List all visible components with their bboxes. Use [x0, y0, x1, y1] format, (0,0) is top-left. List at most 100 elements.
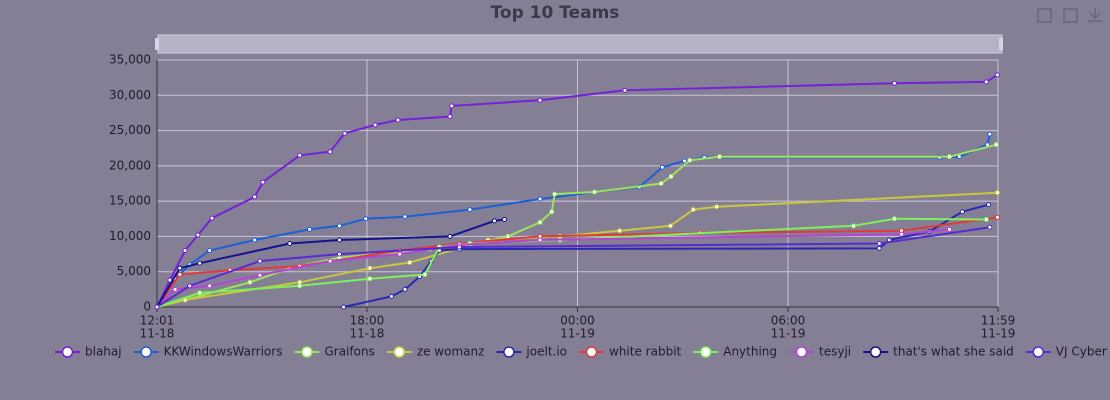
legend-item[interactable]: VJ Cyber: [1025, 345, 1107, 359]
legend-marker: [140, 346, 152, 358]
point: [591, 189, 597, 195]
legend-item[interactable]: KKWindowsWarriors: [133, 345, 283, 359]
point: [687, 157, 693, 163]
point: [899, 231, 905, 237]
point: [891, 216, 897, 222]
point: [983, 79, 989, 85]
point: [197, 290, 203, 296]
legend-label: joelt.io: [525, 345, 567, 359]
point: [994, 214, 1000, 220]
y-tick-label: 30,000: [109, 88, 151, 102]
point: [467, 207, 473, 213]
point: [946, 226, 952, 232]
point: [247, 279, 253, 285]
y-tick-label: 0: [143, 300, 151, 314]
point: [402, 286, 408, 292]
point: [537, 97, 543, 103]
legend-item[interactable]: ze womanz: [386, 345, 485, 359]
point: [851, 223, 857, 229]
x-tick-label: 00:00: [560, 314, 595, 328]
point: [422, 272, 428, 278]
series-line: [343, 203, 989, 308]
legend-marker: [1032, 346, 1045, 358]
legend-item[interactable]: blahaj: [55, 345, 122, 359]
zoom-handle[interactable]: [155, 38, 159, 50]
point: [537, 196, 543, 202]
legend-marker: [795, 346, 808, 358]
legend-item[interactable]: white rabbit: [579, 345, 682, 359]
y-tick-label: 15,000: [109, 194, 151, 208]
y-tick-label: 25,000: [109, 123, 151, 137]
point: [993, 142, 999, 148]
point: [252, 194, 258, 200]
zoom-tool[interactable]: [1037, 8, 1052, 23]
point: [307, 226, 313, 232]
y-tick-label: 10,000: [109, 229, 151, 243]
point: [891, 80, 897, 86]
point: [552, 191, 558, 197]
x-tick-label: 11-19: [981, 327, 1016, 341]
legend-label: VJ Cyber: [1056, 345, 1107, 359]
legend-label: ze womanz: [417, 345, 485, 359]
point: [207, 248, 213, 254]
legend-label: that's what she said: [893, 345, 1014, 359]
legend-item[interactable]: Anything: [693, 345, 777, 359]
point: [336, 237, 342, 243]
save-tool[interactable]: [1088, 8, 1102, 22]
point: [336, 223, 342, 229]
zoom-handle[interactable]: [999, 38, 1003, 50]
point: [367, 265, 373, 271]
x-tick-label: 11-19: [771, 327, 806, 341]
point: [372, 122, 378, 128]
point: [260, 179, 266, 185]
point: [617, 228, 623, 234]
point: [690, 207, 696, 213]
point: [177, 272, 183, 278]
point: [297, 283, 303, 289]
legend-label: Graifons: [324, 345, 374, 359]
x-tick-label: 11-18: [350, 327, 385, 341]
chart-title: Top 10 Teams: [491, 3, 620, 23]
point: [668, 173, 674, 179]
x-tick-label: 11-19: [560, 327, 595, 341]
point: [994, 190, 1000, 196]
zoom-slider[interactable]: [157, 34, 1003, 54]
point: [367, 276, 373, 282]
y-tick-label: 35,000: [109, 53, 151, 67]
legend-marker: [301, 346, 313, 358]
zoom-reset-tool[interactable]: [1063, 8, 1078, 23]
point: [987, 224, 993, 230]
point: [447, 113, 453, 119]
point: [876, 240, 882, 246]
legend-item[interactable]: joelt.io: [496, 345, 567, 359]
point: [717, 154, 723, 160]
legend-item[interactable]: tesyji: [789, 345, 851, 359]
series-line: [156, 228, 950, 308]
point: [341, 304, 347, 310]
toolbox[interactable]: [1037, 8, 1102, 23]
x-tick-label: 11-18: [140, 327, 175, 341]
legend-marker: [393, 346, 406, 358]
point: [154, 304, 160, 310]
point: [994, 72, 1000, 78]
point: [986, 202, 992, 208]
x-tick-label: 18:00: [350, 314, 385, 328]
x-tick-label: 12:01: [140, 314, 175, 328]
point: [327, 149, 333, 155]
point: [209, 215, 215, 221]
series-line: [156, 216, 998, 308]
point: [447, 233, 453, 239]
legend-label: blahaj: [85, 345, 122, 359]
legend-item[interactable]: Graifons: [294, 345, 375, 359]
data-zoom[interactable]: [155, 34, 1003, 54]
point: [987, 131, 993, 137]
point: [659, 164, 665, 170]
point: [622, 87, 628, 93]
point: [207, 283, 213, 289]
point: [342, 130, 348, 136]
legend-item[interactable]: that's what she said: [863, 345, 1014, 359]
point: [177, 265, 183, 271]
point: [449, 103, 455, 109]
point: [363, 216, 369, 222]
